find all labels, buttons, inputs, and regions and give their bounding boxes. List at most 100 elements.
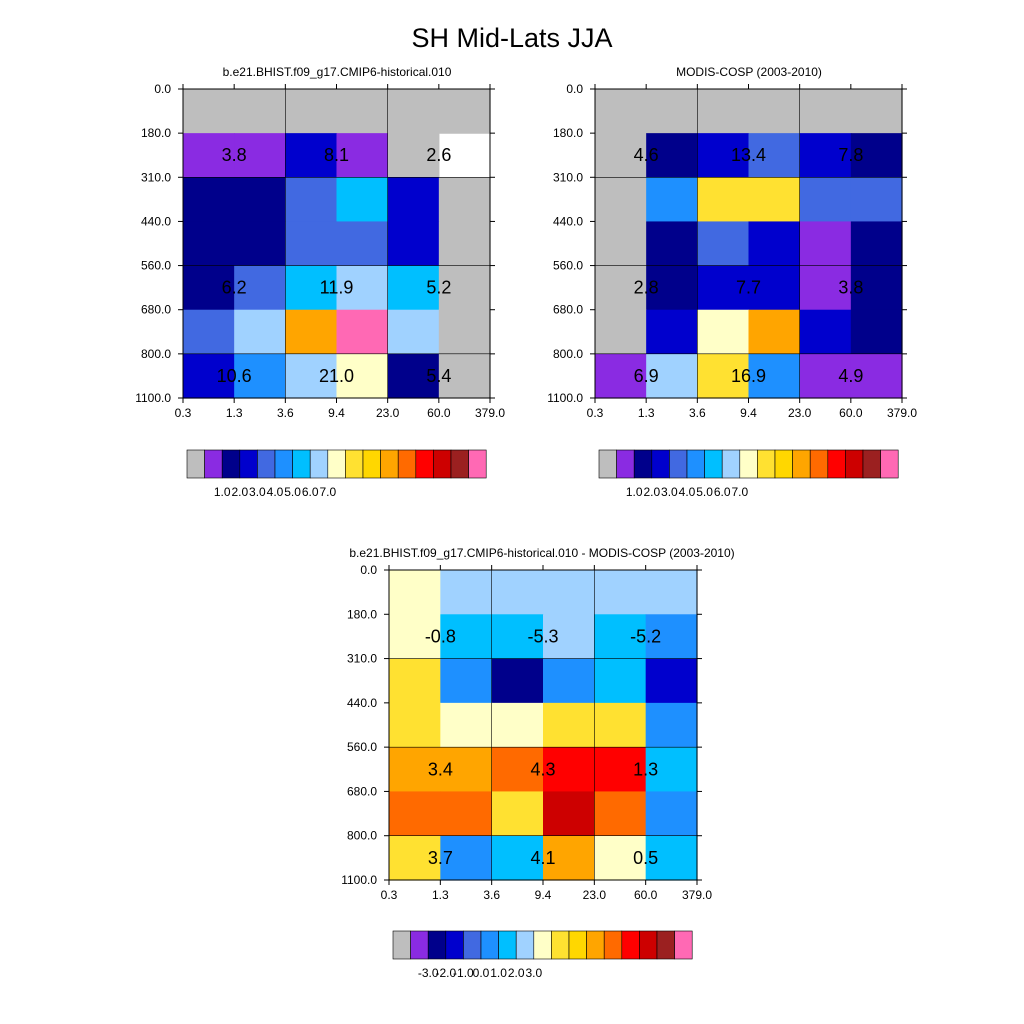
diff-x-tick-label: 379.0 <box>682 888 712 902</box>
model-colorbar-swatch <box>397 449 417 479</box>
obs-cell <box>646 309 698 355</box>
model-x-tick-label: 3.6 <box>277 406 294 420</box>
diff-cell-annotation: 1.3 <box>633 759 658 779</box>
obs-cell <box>850 89 903 134</box>
obs-cell-annotation: 3.8 <box>838 278 863 298</box>
obs-cell <box>646 89 698 134</box>
diff-cell <box>594 835 647 881</box>
obs-cell <box>799 353 852 399</box>
diff-y-tick-label: 800.0 <box>347 829 377 843</box>
model-cell <box>336 265 389 311</box>
diff-cell <box>491 747 544 793</box>
model-cell <box>285 265 338 311</box>
model-colorbar-swatch <box>450 449 469 479</box>
model-cell <box>438 265 491 311</box>
diff-cell-annotation: -0.8 <box>425 626 456 646</box>
diff-cell <box>543 702 595 748</box>
diff-x-tick-label: 3.6 <box>483 888 500 902</box>
diff-cell <box>645 702 698 748</box>
model-cell-annotation: 5.4 <box>426 366 451 386</box>
obs-cell-annotation: 4.9 <box>838 366 863 386</box>
model-colorbar-label: 6.0 <box>302 485 319 499</box>
model-colorbar-swatch <box>204 449 223 479</box>
diff-y-tick-label: 310.0 <box>347 652 377 666</box>
obs-colorbar-swatch <box>739 449 758 479</box>
obs-colorbar-swatch <box>669 449 688 479</box>
model-cell <box>234 265 286 311</box>
obs-cell <box>850 177 903 223</box>
obs-cell <box>595 133 647 178</box>
obs-y-tick-label: 800.0 <box>553 347 583 361</box>
panel-diff-ticks: 0.3 1.3 3.6 9.4 23.0 60.0 379.0 0.0 180.0 310.0 44… <box>341 563 712 902</box>
model-cell <box>387 265 440 311</box>
model-y-tick-label: 1100.0 <box>135 391 171 405</box>
obs-colorbar-swatch <box>809 449 829 479</box>
obs-cell <box>595 265 647 311</box>
diff-cell <box>543 658 595 704</box>
obs-cell-annotation: 7.8 <box>838 145 863 165</box>
obs-colorbar-swatch <box>651 449 670 479</box>
diff-cell <box>440 835 493 881</box>
model-colorbar-label: 4.0 <box>267 485 284 499</box>
model-cell <box>387 309 440 355</box>
obs-cell-annotation: 4.6 <box>634 145 659 165</box>
obs-cell <box>748 177 801 223</box>
diff-colorbar-label: -3.0 <box>418 966 439 980</box>
obs-y-tick-label: 180.0 <box>553 126 583 140</box>
panel-obs-annotations: 4.6 13.4 7.8 2.8 7.7 3.8 6.9 16.9 4.9 <box>634 145 864 386</box>
obs-cell-annotation: 7.7 <box>736 278 761 298</box>
obs-colorbar-label: 4.0 <box>679 485 696 499</box>
diff-colorbar-label: 1.0 <box>490 966 507 980</box>
diff-colorbar-swatch <box>586 930 605 960</box>
model-y-tick-label: 310.0 <box>141 170 171 184</box>
model-cell <box>285 177 338 223</box>
diff-colorbar-swatch <box>639 930 658 960</box>
diff-colorbar-label: 2.0 <box>508 966 525 980</box>
obs-cell <box>595 309 647 355</box>
obs-x-tick-label: 0.3 <box>587 406 604 420</box>
obs-cell <box>799 221 852 267</box>
model-cell <box>438 177 491 223</box>
diff-cell <box>491 614 544 660</box>
diff-cell <box>389 570 441 615</box>
model-cell <box>234 309 286 355</box>
obs-cell-annotation: 13.4 <box>731 145 766 165</box>
panel-model-annotations: 3.8 8.1 2.6 6.2 11.9 5.2 10.6 21.0 5.4 <box>217 145 452 386</box>
obs-cell <box>799 89 852 134</box>
obs-y-tick-label: 440.0 <box>553 214 583 228</box>
model-cell-annotation: 21.0 <box>319 366 354 386</box>
model-cell <box>183 221 235 267</box>
model-colorbar-swatch <box>221 449 241 479</box>
diff-cell <box>440 791 493 837</box>
obs-cell <box>799 133 852 178</box>
obs-cell <box>646 265 698 311</box>
obs-cell <box>850 265 903 311</box>
model-cell <box>285 221 338 267</box>
diff-x-tick-label: 23.0 <box>583 888 607 902</box>
model-colorbar-swatch <box>415 449 434 479</box>
obs-colorbar-label: 5.0 <box>696 485 713 499</box>
obs-cell <box>748 133 801 178</box>
model-y-tick-label: 180.0 <box>141 126 171 140</box>
model-cell <box>336 89 389 134</box>
model-cell-annotation: 2.6 <box>426 145 451 165</box>
diff-cell <box>389 702 441 748</box>
model-colorbar-swatch <box>327 449 346 479</box>
obs-colorbar-label: 1.0 <box>626 485 643 499</box>
obs-colorbar-swatch <box>721 449 741 479</box>
diff-colorbar-swatch <box>410 930 429 960</box>
obs-colorbar-swatch <box>598 449 617 479</box>
model-cell <box>336 353 389 399</box>
obs-y-tick-label: 680.0 <box>553 303 583 317</box>
model-cell <box>438 221 491 267</box>
diff-cell-annotation: -5.2 <box>630 626 661 646</box>
model-colorbar-label: 3.0 <box>249 485 266 499</box>
diff-cell <box>389 791 441 837</box>
model-cell <box>183 133 235 178</box>
diff-colorbar-swatch <box>480 930 499 960</box>
model-x-tick-label: 1.3 <box>226 406 243 420</box>
panel-model-title: b.e21.BHIST.f09_g17.CMIP6-historical.010 <box>223 65 452 79</box>
model-cell <box>183 309 235 355</box>
diff-cell-annotation: 0.5 <box>633 848 658 868</box>
model-cell <box>387 133 440 178</box>
